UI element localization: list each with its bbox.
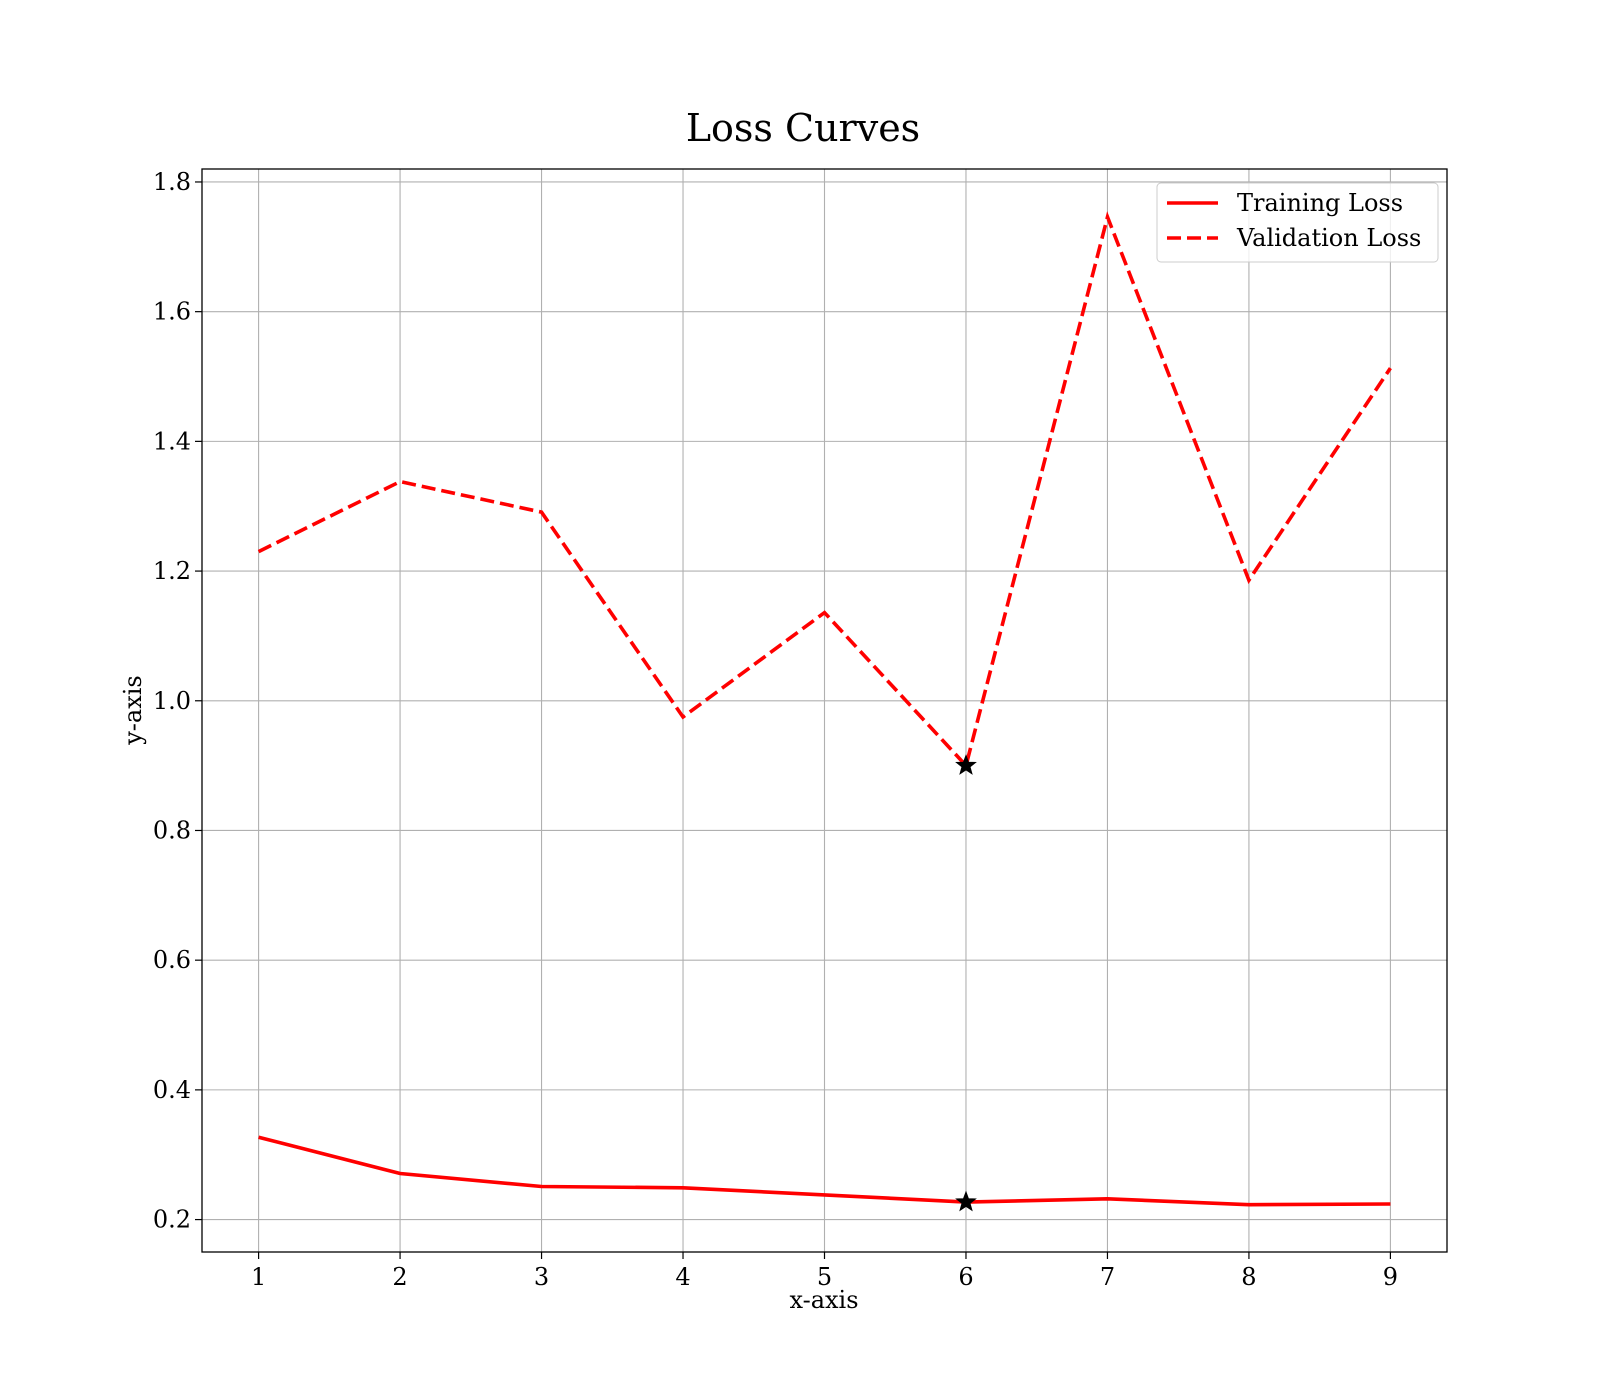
- y-tick-label: 0.8: [153, 816, 191, 844]
- markers: [955, 754, 977, 1212]
- grid: [202, 169, 1447, 1252]
- y-tick-label: 1.0: [153, 687, 191, 715]
- validation-loss-line: [257, 211, 1392, 770]
- x-tick-label: 1: [251, 1263, 266, 1291]
- y-tick-label: 0.4: [153, 1076, 191, 1104]
- x-tick-label: 5: [817, 1263, 832, 1291]
- chart-title: Loss Curves: [686, 106, 920, 150]
- x-tick-label: 7: [1100, 1263, 1115, 1291]
- series-lines: [257, 211, 1392, 1207]
- x-tick-label: 4: [675, 1263, 690, 1291]
- y-tick-label: 1.6: [153, 298, 191, 326]
- star-marker: [955, 754, 977, 775]
- x-tick-label: 8: [1241, 1263, 1256, 1291]
- y-tick-label: 0.2: [153, 1206, 191, 1234]
- ticks: 1 2 3 4 5 6 7 8 9 0.2 0.4 0.6 0.8 1.0 1.2 1.4 1.6 1.8: [153, 168, 1398, 1291]
- x-tick-label: 2: [392, 1263, 407, 1291]
- y-tick-label: 1.8: [153, 168, 191, 196]
- x-tick-label: 9: [1383, 1263, 1398, 1291]
- training-loss-line: [258, 1135, 1391, 1207]
- legend-label: Validation Loss: [1236, 224, 1421, 252]
- x-tick-label: 6: [958, 1263, 973, 1291]
- legend: Training Loss Validation Loss: [1156, 182, 1439, 263]
- y-tick-label: 1.2: [153, 557, 191, 585]
- legend-box: [1156, 182, 1439, 263]
- y-axis-label: y-axis: [119, 675, 147, 746]
- y-tick-label: 0.6: [153, 946, 191, 974]
- y-tick-label: 1.4: [153, 427, 191, 455]
- legend-label: Training Loss: [1237, 189, 1403, 217]
- star-marker: [955, 1190, 977, 1212]
- x-axis-label: x-axis: [789, 1286, 858, 1314]
- x-tick-label: 3: [534, 1263, 549, 1291]
